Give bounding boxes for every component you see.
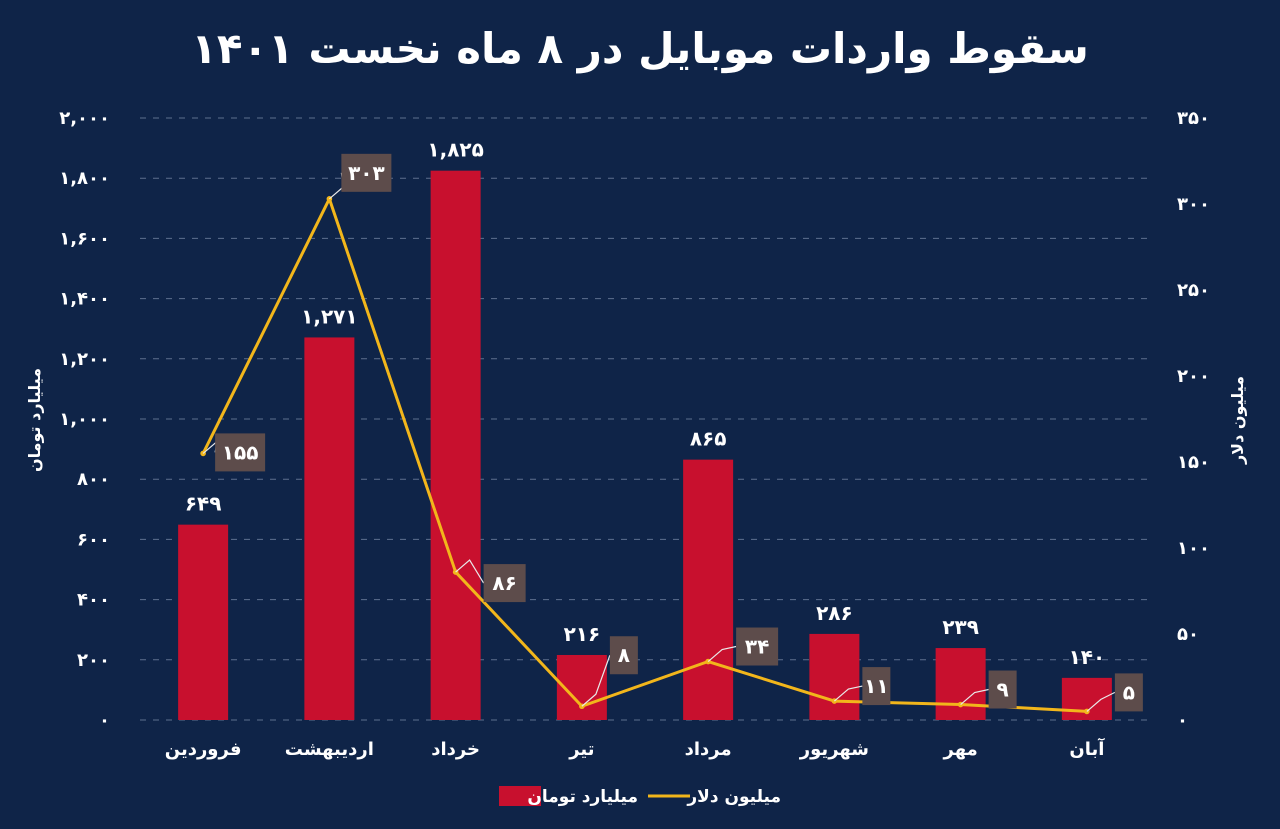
bar-label-4: ۲۱۶ xyxy=(564,622,601,646)
right-axis-title: میلیون دلار xyxy=(1228,376,1247,465)
axes-layer: ۰ ۲۰۰ ۴۰۰ ۶۰۰ ۸۰۰ ۱,۰۰۰ ۱,۲۰۰ ۱,۴۰۰ ۱,۶۰۰ ۱,۸۰۰ ۲,… xyxy=(25,108,1247,760)
right-axis-tick-label: ۵۰ xyxy=(1177,624,1199,645)
line-label-box-7 xyxy=(988,670,1017,709)
grid-layer xyxy=(140,117,1150,721)
line-label-connector-6 xyxy=(833,685,863,702)
bar-label-1: ۶۴۹ xyxy=(185,492,222,516)
right-axis-tick-label: ۲۰۰ xyxy=(1177,366,1210,387)
right-axis-tick-label: ۱۰۰ xyxy=(1177,538,1210,559)
right-axis-tick-label: ۲۵۰ xyxy=(1177,280,1210,301)
left-axis-title: میلیارد تومان xyxy=(25,368,44,472)
category-label-4: تیر xyxy=(568,739,594,760)
category-label-7: مهر xyxy=(943,739,978,760)
line-label-6: ۱۱ xyxy=(864,674,888,698)
left-axis-tick-label: ۱,۴۰۰ xyxy=(59,289,110,310)
line-label-5: ۳۴ xyxy=(745,635,769,659)
labels-layer: ۶۴۹ ۱,۲۷۱ ۱,۸۲۵ ۲۱۶ ۸۶۵ ۲۸۶ ۲۳۹ ۱۴۰ ۱۵۵ ۳۰۳ ۸۶ ۸ ۳۴ ۱… xyxy=(185,138,1143,712)
bar-7 xyxy=(935,648,986,720)
right-axis-tick-label: ۱۵۰ xyxy=(1177,452,1210,473)
line-label-connector-5 xyxy=(707,645,737,662)
legend-bar-label: میلیارد تومان xyxy=(527,787,638,807)
category-label-6: شهریور xyxy=(799,739,869,760)
legend-line-label: میلیون دلار xyxy=(686,787,781,807)
bar-label-6: ۲۸۶ xyxy=(816,601,853,625)
bar-5 xyxy=(683,459,734,720)
line-label-box-2 xyxy=(341,153,392,192)
left-axis-tick-label: ۰ xyxy=(99,710,110,731)
bar-3 xyxy=(430,170,481,721)
bar-label-2: ۱,۲۷۱ xyxy=(301,304,357,328)
left-axis-tick-label: ۱,۶۰۰ xyxy=(59,228,110,249)
category-label-1: فروردین xyxy=(165,739,242,760)
category-label-5: مرداد xyxy=(685,739,732,760)
bar-6 xyxy=(809,633,860,720)
line-label-box-1 xyxy=(215,433,266,472)
category-label-8: آبان xyxy=(1069,737,1105,760)
line-label-box-8 xyxy=(1114,673,1143,712)
bar-2 xyxy=(304,337,355,720)
bar-1 xyxy=(178,524,229,720)
line-label-8: ۵ xyxy=(1123,680,1135,704)
line-label-4: ۸ xyxy=(618,643,630,667)
legend-bar-swatch xyxy=(499,786,541,806)
line-label-connector-2 xyxy=(328,172,345,200)
right-axis-tick-label: ۳۰۰ xyxy=(1177,194,1210,215)
left-axis-tick-label: ۸۰۰ xyxy=(77,469,110,490)
line-label-box-6 xyxy=(862,667,891,706)
category-label-3: خرداد xyxy=(431,739,480,760)
line-label-box-4 xyxy=(609,636,638,675)
right-axis-tick-label: ۳۵۰ xyxy=(1177,108,1210,129)
legend-layer: میلیارد تومان میلیون دلار xyxy=(499,786,781,807)
chart-title: سقوط واردات موبایل در ۸ ماه نخست ۱۴۰۱ xyxy=(191,24,1089,74)
bar-label-5: ۸۶۵ xyxy=(690,427,727,451)
line-label-connector-8 xyxy=(1086,691,1116,712)
category-label-2: اردیبهشت xyxy=(285,739,374,760)
line-series xyxy=(201,197,1089,713)
bar-label-7: ۲۳۹ xyxy=(942,615,979,639)
line-label-connector-7 xyxy=(960,688,989,705)
line-label-2: ۳۰۳ xyxy=(348,161,385,185)
line-label-7: ۹ xyxy=(997,678,1009,702)
bar-label-3: ۱,۸۲۵ xyxy=(427,138,483,162)
line-label-box-3 xyxy=(483,564,526,603)
left-axis-tick-label: ۱,۸۰۰ xyxy=(59,168,110,189)
left-axis-tick-label: ۲,۰۰۰ xyxy=(59,108,110,129)
line-label-box-5 xyxy=(736,627,779,666)
bar-label-8: ۱۴۰ xyxy=(1069,645,1106,669)
left-axis-tick-label: ۴۰۰ xyxy=(77,590,110,611)
line-label-connector-3 xyxy=(455,559,485,584)
line-label-1: ۱۵۵ xyxy=(222,440,259,464)
line-label-3: ۸۶ xyxy=(492,571,516,595)
left-axis-tick-label: ۱,۰۰۰ xyxy=(59,409,110,430)
left-axis-tick-label: ۱,۲۰۰ xyxy=(59,349,110,370)
line-label-connector-4 xyxy=(581,655,611,707)
right-axis-tick-label: ۰ xyxy=(1177,710,1188,731)
left-axis-tick-label: ۲۰۰ xyxy=(77,650,110,671)
left-axis-tick-label: ۶۰۰ xyxy=(77,529,110,550)
